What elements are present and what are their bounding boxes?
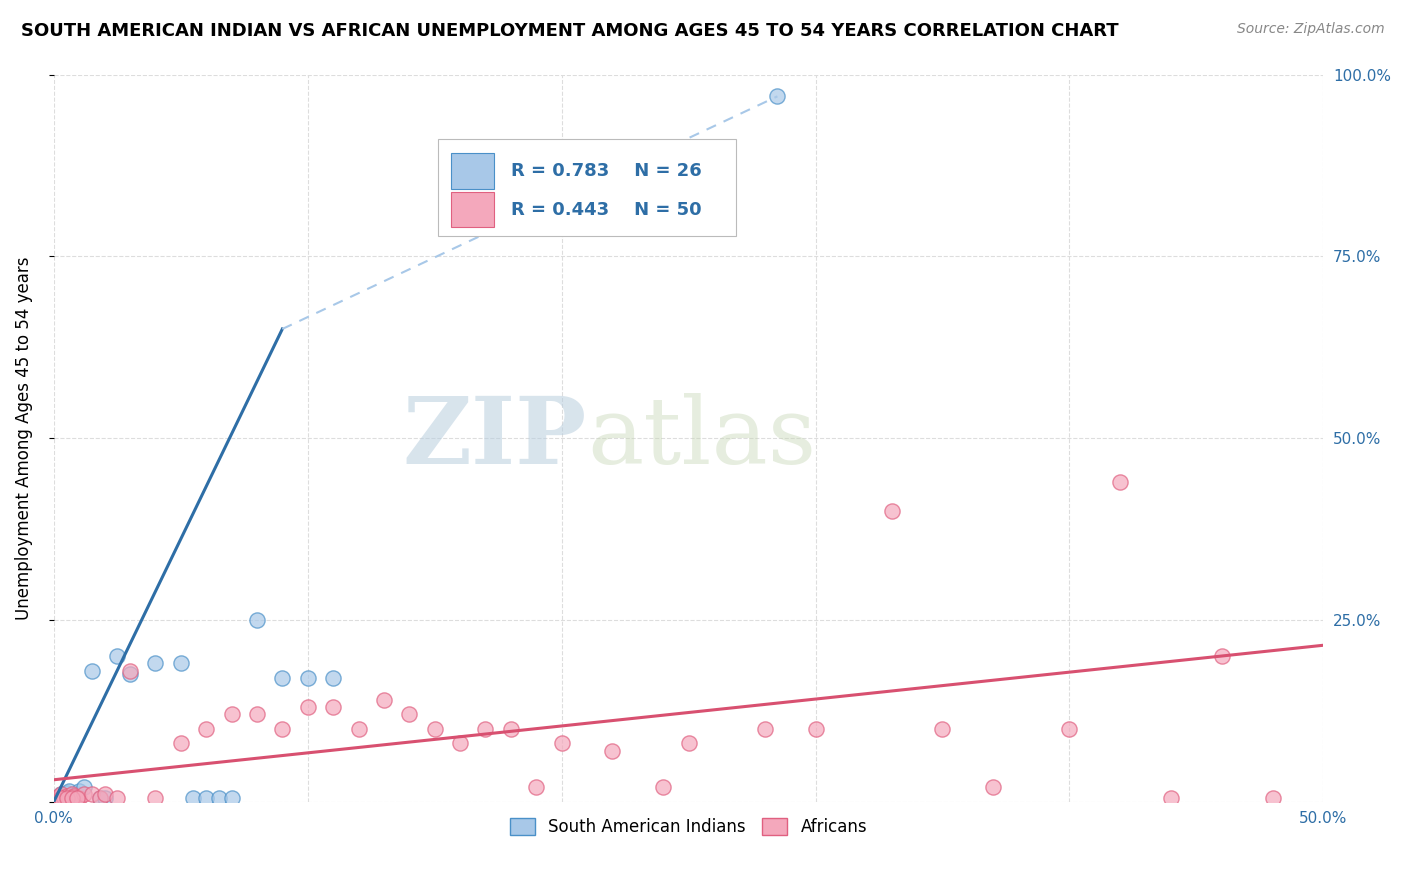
FancyBboxPatch shape: [451, 153, 495, 189]
Point: [322, 671, 344, 685]
Point: [423, 722, 446, 736]
Point: [373, 693, 395, 707]
Point: [89, 791, 111, 805]
Point: [1261, 791, 1284, 805]
Point: [58, 791, 80, 805]
Point: [93, 787, 115, 801]
Point: [766, 89, 789, 103]
Point: [1160, 791, 1182, 805]
Point: [55, 789, 77, 803]
Point: [297, 700, 319, 714]
Text: SOUTH AMERICAN INDIAN VS AFRICAN UNEMPLOYMENT AMONG AGES 45 TO 54 YEARS CORRELAT: SOUTH AMERICAN INDIAN VS AFRICAN UNEMPLO…: [21, 22, 1119, 40]
Point: [880, 504, 903, 518]
Point: [449, 736, 471, 750]
Legend: South American Indians, Africans: South American Indians, Africans: [502, 809, 876, 844]
Point: [221, 791, 243, 805]
Point: [678, 736, 700, 750]
Text: ZIP: ZIP: [402, 393, 586, 483]
Point: [66, 791, 89, 805]
Point: [1109, 475, 1132, 489]
Point: [804, 722, 827, 736]
Point: [170, 736, 193, 750]
Point: [60, 789, 83, 803]
Point: [145, 657, 167, 671]
Point: [60, 787, 83, 801]
Point: [118, 667, 141, 681]
Point: [474, 722, 496, 736]
Point: [1211, 649, 1233, 664]
Point: [602, 744, 624, 758]
Point: [60, 791, 83, 805]
Point: [398, 707, 420, 722]
Point: [183, 791, 205, 805]
Point: [499, 722, 522, 736]
Point: [208, 791, 231, 805]
Point: [58, 783, 80, 797]
Point: [51, 787, 73, 801]
Point: [73, 780, 96, 794]
Point: [80, 664, 103, 678]
Point: [80, 787, 103, 801]
FancyBboxPatch shape: [451, 192, 495, 227]
Point: [195, 791, 218, 805]
Text: R = 0.443    N = 50: R = 0.443 N = 50: [510, 201, 702, 219]
Point: [48, 789, 70, 803]
Point: [66, 787, 89, 801]
Y-axis label: Unemployment Among Ages 45 to 54 years: Unemployment Among Ages 45 to 54 years: [15, 256, 32, 620]
Text: Source: ZipAtlas.com: Source: ZipAtlas.com: [1237, 22, 1385, 37]
Text: atlas: atlas: [586, 393, 817, 483]
Point: [48, 791, 70, 805]
Point: [550, 736, 572, 750]
Point: [145, 791, 167, 805]
Point: [53, 789, 76, 803]
Point: [271, 722, 294, 736]
Point: [271, 671, 294, 685]
Point: [322, 700, 344, 714]
Point: [66, 791, 89, 805]
Point: [754, 722, 776, 736]
Point: [63, 791, 86, 805]
Point: [51, 787, 73, 801]
Point: [221, 707, 243, 722]
Point: [297, 671, 319, 685]
Point: [246, 707, 269, 722]
Point: [105, 649, 128, 664]
Point: [195, 722, 218, 736]
FancyBboxPatch shape: [439, 138, 735, 235]
Point: [105, 791, 128, 805]
Point: [118, 664, 141, 678]
Point: [347, 722, 370, 736]
Point: [1059, 722, 1081, 736]
Point: [73, 787, 96, 801]
Point: [55, 786, 77, 800]
Point: [63, 789, 86, 803]
Text: R = 0.783    N = 26: R = 0.783 N = 26: [510, 162, 702, 180]
Point: [981, 780, 1004, 794]
Point: [524, 780, 547, 794]
Point: [93, 791, 115, 805]
Point: [51, 791, 73, 805]
Point: [55, 791, 77, 805]
Point: [89, 791, 111, 805]
Point: [45, 791, 67, 805]
Point: [170, 657, 193, 671]
Point: [652, 780, 675, 794]
Point: [931, 722, 953, 736]
Point: [67, 791, 90, 805]
Point: [53, 791, 76, 805]
Point: [246, 613, 269, 627]
Point: [67, 783, 90, 797]
